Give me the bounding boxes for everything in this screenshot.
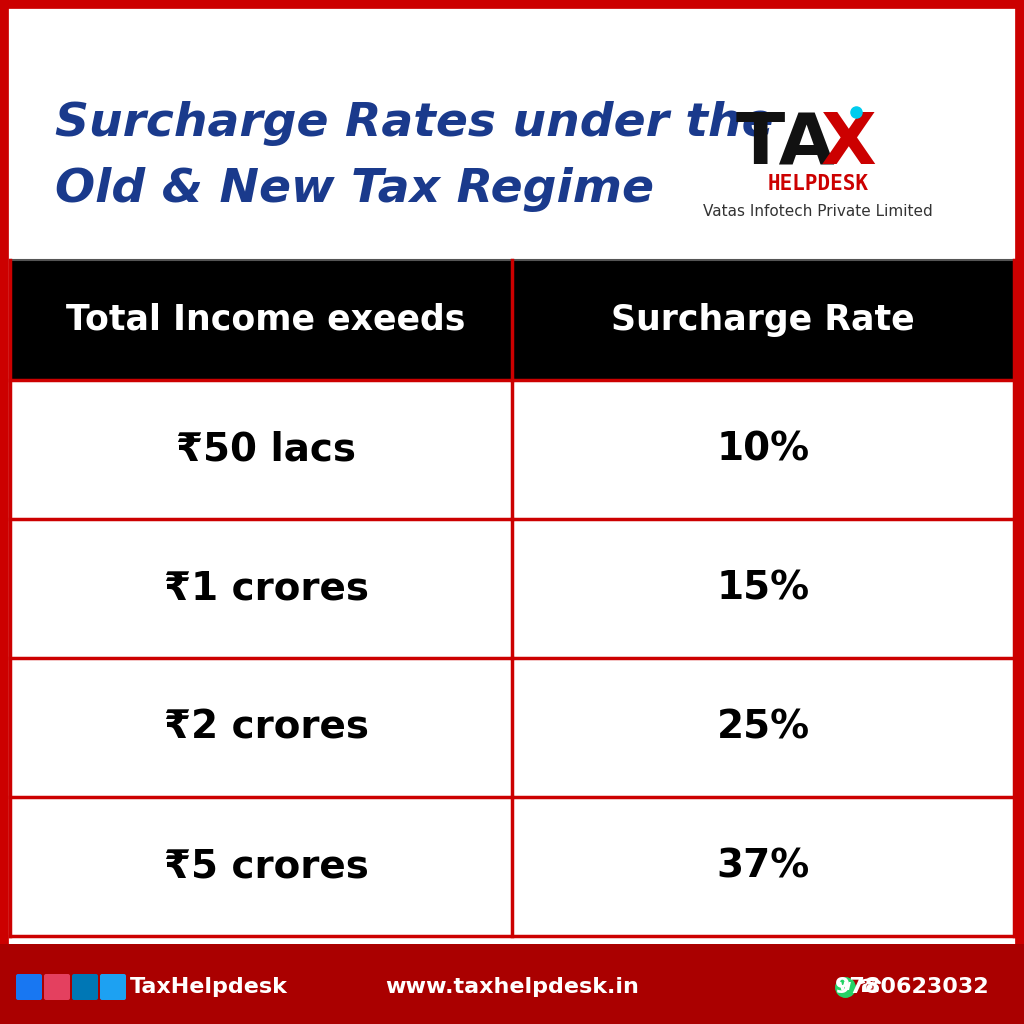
- Text: Surcharge Rate: Surcharge Rate: [611, 303, 914, 337]
- Text: HELPDESK: HELPDESK: [768, 174, 868, 194]
- Text: ₹5 crores: ₹5 crores: [164, 848, 369, 886]
- Bar: [10, 380, 1014, 519]
- Bar: [10, 260, 1014, 380]
- Bar: [0, 944, 1024, 1024]
- Text: W: W: [839, 982, 851, 992]
- FancyBboxPatch shape: [72, 974, 98, 1000]
- Text: www.taxhelpdesk.in: www.taxhelpdesk.in: [385, 977, 639, 997]
- Text: Vatas Infotech Private Limited: Vatas Infotech Private Limited: [703, 205, 933, 219]
- FancyBboxPatch shape: [44, 974, 70, 1000]
- Bar: [10, 797, 1014, 936]
- FancyBboxPatch shape: [16, 974, 42, 1000]
- Text: 25%: 25%: [717, 709, 810, 746]
- Text: ☎: ☎: [858, 978, 882, 996]
- Text: 10%: 10%: [717, 430, 810, 469]
- Bar: [10, 519, 1014, 658]
- FancyBboxPatch shape: [100, 974, 126, 1000]
- Bar: [10, 658, 1014, 797]
- Text: TaxHelpdesk: TaxHelpdesk: [130, 977, 288, 997]
- Text: 15%: 15%: [717, 569, 810, 607]
- Text: ₹2 crores: ₹2 crores: [164, 709, 369, 746]
- Text: TA: TA: [735, 110, 835, 178]
- Text: ₹1 crores: ₹1 crores: [164, 569, 369, 607]
- Text: 37%: 37%: [717, 848, 810, 886]
- Text: Surcharge Rates under the: Surcharge Rates under the: [55, 101, 773, 146]
- Text: 9780623032: 9780623032: [836, 977, 990, 997]
- Text: Old & New Tax Regime: Old & New Tax Regime: [55, 167, 654, 212]
- Text: Total Income exeeds: Total Income exeeds: [67, 303, 466, 337]
- Text: ₹50 lacs: ₹50 lacs: [176, 430, 356, 469]
- Text: X: X: [820, 110, 876, 178]
